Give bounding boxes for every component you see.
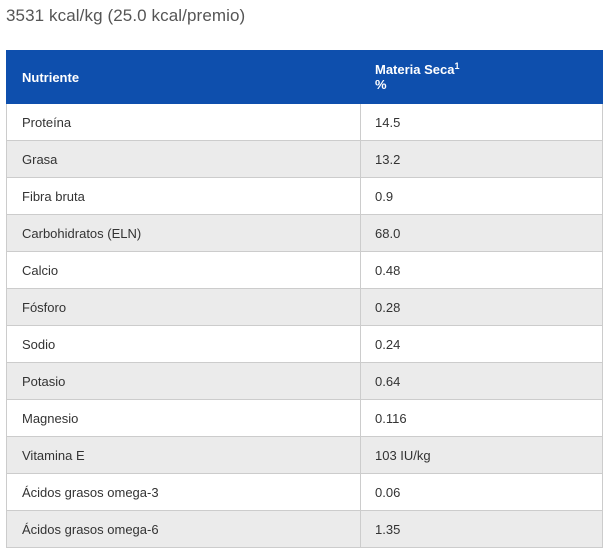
nutrient-name-cell: Ácidos grasos omega-3 — [6, 473, 361, 511]
nutrient-name-cell: Vitamina E — [6, 436, 361, 474]
dry-matter-value-cell: 0.48 — [360, 251, 603, 289]
dry-matter-value-cell: 0.06 — [360, 473, 603, 511]
dry-matter-value-cell: 0.116 — [360, 399, 603, 437]
nutrient-name-cell: Magnesio — [6, 399, 361, 437]
nutrient-name-cell: Proteína — [6, 103, 361, 141]
dry-matter-value-cell: 13.2 — [360, 140, 603, 178]
table-row: Sodio 0.24 — [6, 325, 603, 363]
table-row: Magnesio 0.116 — [6, 399, 603, 437]
dry-matter-value-cell: 0.28 — [360, 288, 603, 326]
nutrient-name-cell: Fibra bruta — [6, 177, 361, 215]
calorie-content: 3531 kcal/kg (25.0 kcal/premio) — [6, 6, 246, 25]
dry-matter-value-cell: 0.24 — [360, 325, 603, 363]
table-row: Carbohidratos (ELN) 68.0 — [6, 214, 603, 252]
nutrient-table: Nutriente Materia Seca1 % Proteína 14.5 Gr… — [6, 50, 603, 548]
table-row: Ácidos grasos omega-6 1.35 — [6, 510, 603, 548]
dry-matter-value-cell: 68.0 — [360, 214, 603, 252]
footnote-marker: 1 — [454, 61, 460, 71]
nutrient-name-cell: Grasa — [6, 140, 361, 178]
dry-matter-value-cell: 1.35 — [360, 510, 603, 548]
table-header: Nutriente Materia Seca1 % — [6, 50, 603, 104]
nutrient-name-cell: Ácidos grasos omega-6 — [6, 510, 361, 548]
table-row: Proteína 14.5 — [6, 103, 603, 141]
table-row: Calcio 0.48 — [6, 251, 603, 289]
nutrient-name-cell: Carbohidratos (ELN) — [6, 214, 361, 252]
dry-matter-value-cell: 14.5 — [360, 103, 603, 141]
nutrient-column-header: Nutriente — [6, 50, 361, 104]
table-row: Fibra bruta 0.9 — [6, 177, 603, 215]
nutrient-name-cell: Sodio — [6, 325, 361, 363]
dry-matter-value-cell: 0.9 — [360, 177, 603, 215]
nutrient-name-cell: Fósforo — [6, 288, 361, 326]
table-body: Proteína 14.5 Grasa 13.2 Fibra bruta 0.9 Carbo… — [6, 103, 603, 548]
dry-matter-value-cell: 0.64 — [360, 362, 603, 400]
dry-matter-value-cell: 103 IU/kg — [360, 436, 603, 474]
header-row: Nutriente Materia Seca1 % — [6, 50, 603, 104]
table-row: Potasio 0.64 — [6, 362, 603, 400]
dry-matter-column-header: Materia Seca1 % — [360, 50, 603, 104]
nutrient-table-container: Nutriente Materia Seca1 % Proteína 14.5 Gr… — [6, 50, 603, 548]
table-row: Fósforo 0.28 — [6, 288, 603, 326]
table-row: Vitamina E 103 IU/kg — [6, 436, 603, 474]
table-row: Ácidos grasos omega-3 0.06 — [6, 473, 603, 511]
nutrient-name-cell: Potasio — [6, 362, 361, 400]
dry-matter-label: Materia Seca — [375, 62, 455, 77]
table-row: Grasa 13.2 — [6, 140, 603, 178]
dry-matter-unit: % — [375, 77, 387, 92]
nutrient-name-cell: Calcio — [6, 251, 361, 289]
